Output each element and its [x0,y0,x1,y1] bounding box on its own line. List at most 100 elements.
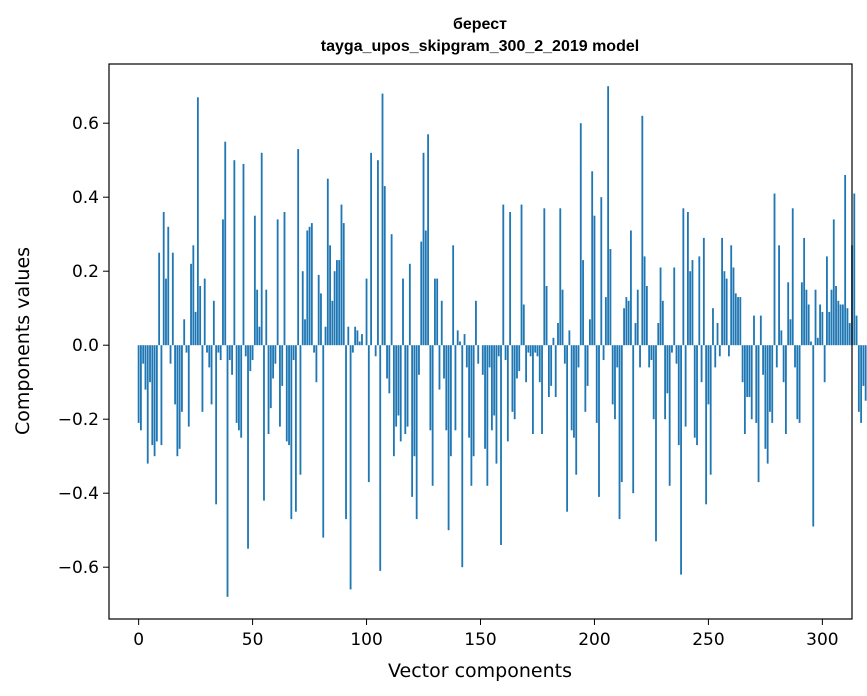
bar-199 [591,171,594,346]
bar-255 [718,345,721,357]
bar-30 [206,345,208,353]
bar-243 [691,260,694,346]
bar-312 [848,323,851,346]
bar-148 [475,300,477,346]
bar-54 [260,152,263,346]
bar-230 [661,300,664,346]
bar-315 [855,315,858,346]
bar-44 [238,345,240,431]
bar-127 [427,134,429,346]
bar-281 [778,245,780,346]
bar-137 [449,345,452,457]
bar-15 [171,252,174,346]
bar-73 [304,319,306,346]
bar-159 [500,345,502,545]
bar-16 [174,345,176,405]
bar-235 [673,267,676,346]
bar-182 [552,337,555,346]
bar-251 [709,345,712,475]
bar-298 [816,337,819,346]
bar-161 [504,345,507,360]
bar-292 [803,237,806,346]
bar-78 [315,345,318,383]
bar-278 [771,345,774,423]
bar-301 [823,345,826,383]
bar-220 [639,345,641,368]
bar-29 [203,278,206,346]
bar-27 [199,286,202,346]
bar-34 [215,345,218,505]
bar-133 [440,300,443,346]
bar-265 [741,345,744,383]
chart-title: берест [453,16,507,33]
bar-120 [411,345,414,497]
bar-7 [153,345,156,457]
bar-280 [775,345,778,368]
bar-115 [399,345,402,442]
bar-10 [160,345,163,446]
bar-19 [181,345,183,412]
bar-260 [730,245,733,346]
bar-163 [509,212,512,346]
bar-1 [140,345,142,431]
bar-294 [807,304,810,346]
y-tick-label: −0.2 [58,410,99,430]
bar-69 [294,345,297,512]
bar-310 [844,175,847,346]
bar-304 [830,289,833,346]
bar-22 [187,345,190,427]
bar-288 [794,345,796,368]
bar-36 [219,345,222,360]
bar-290 [798,345,801,423]
x-tick-label: 200 [578,630,610,650]
bar-177 [541,345,543,434]
bar-89 [340,204,343,346]
bar-188 [566,345,569,512]
bar-305 [832,219,835,346]
bar-257 [723,271,726,346]
bar-83 [326,178,329,346]
x-tick-label: 300 [806,630,838,650]
bar-162 [506,345,509,442]
bar-293 [805,289,808,346]
bar-131 [436,278,439,346]
bar-143 [463,334,466,346]
bar-95 [354,326,357,346]
bar-66 [288,345,290,446]
bar-306 [835,286,837,346]
bar-51 [253,215,256,346]
bar-223 [645,286,648,346]
bar-242 [689,271,692,346]
bar-37 [222,219,224,346]
bar-309 [841,304,844,346]
bar-126 [424,230,427,346]
bar-268 [748,345,751,397]
bar-18 [178,345,181,449]
bar-226 [652,345,655,420]
bar-269 [750,345,753,420]
bar-289 [796,345,799,420]
bar-158 [497,345,500,357]
bar-185 [559,208,562,346]
chart-subtitle: tayga_upos_skipgram_300_2_2019 model [321,38,639,55]
bar-41 [231,345,233,375]
bar-139 [454,345,457,431]
bar-171 [527,345,530,353]
bar-232 [666,345,669,394]
x-tick-label: 150 [464,630,496,650]
bar-311 [846,308,849,346]
bar-42 [233,160,236,346]
bar-14 [169,345,172,364]
bar-52 [256,289,259,346]
bar-21 [185,345,188,353]
bar-154 [488,345,491,368]
y-axis: −0.6 −0.4 −0.2 0.0 0.2 0.4 0.6 [58,114,109,578]
bar-49 [249,345,252,372]
bar-121 [413,345,416,457]
bar-108 [383,186,386,346]
bar-204 [602,345,605,360]
y-tick-label: 0.6 [72,114,99,134]
bar-153 [486,345,489,486]
bar-302 [826,256,828,346]
